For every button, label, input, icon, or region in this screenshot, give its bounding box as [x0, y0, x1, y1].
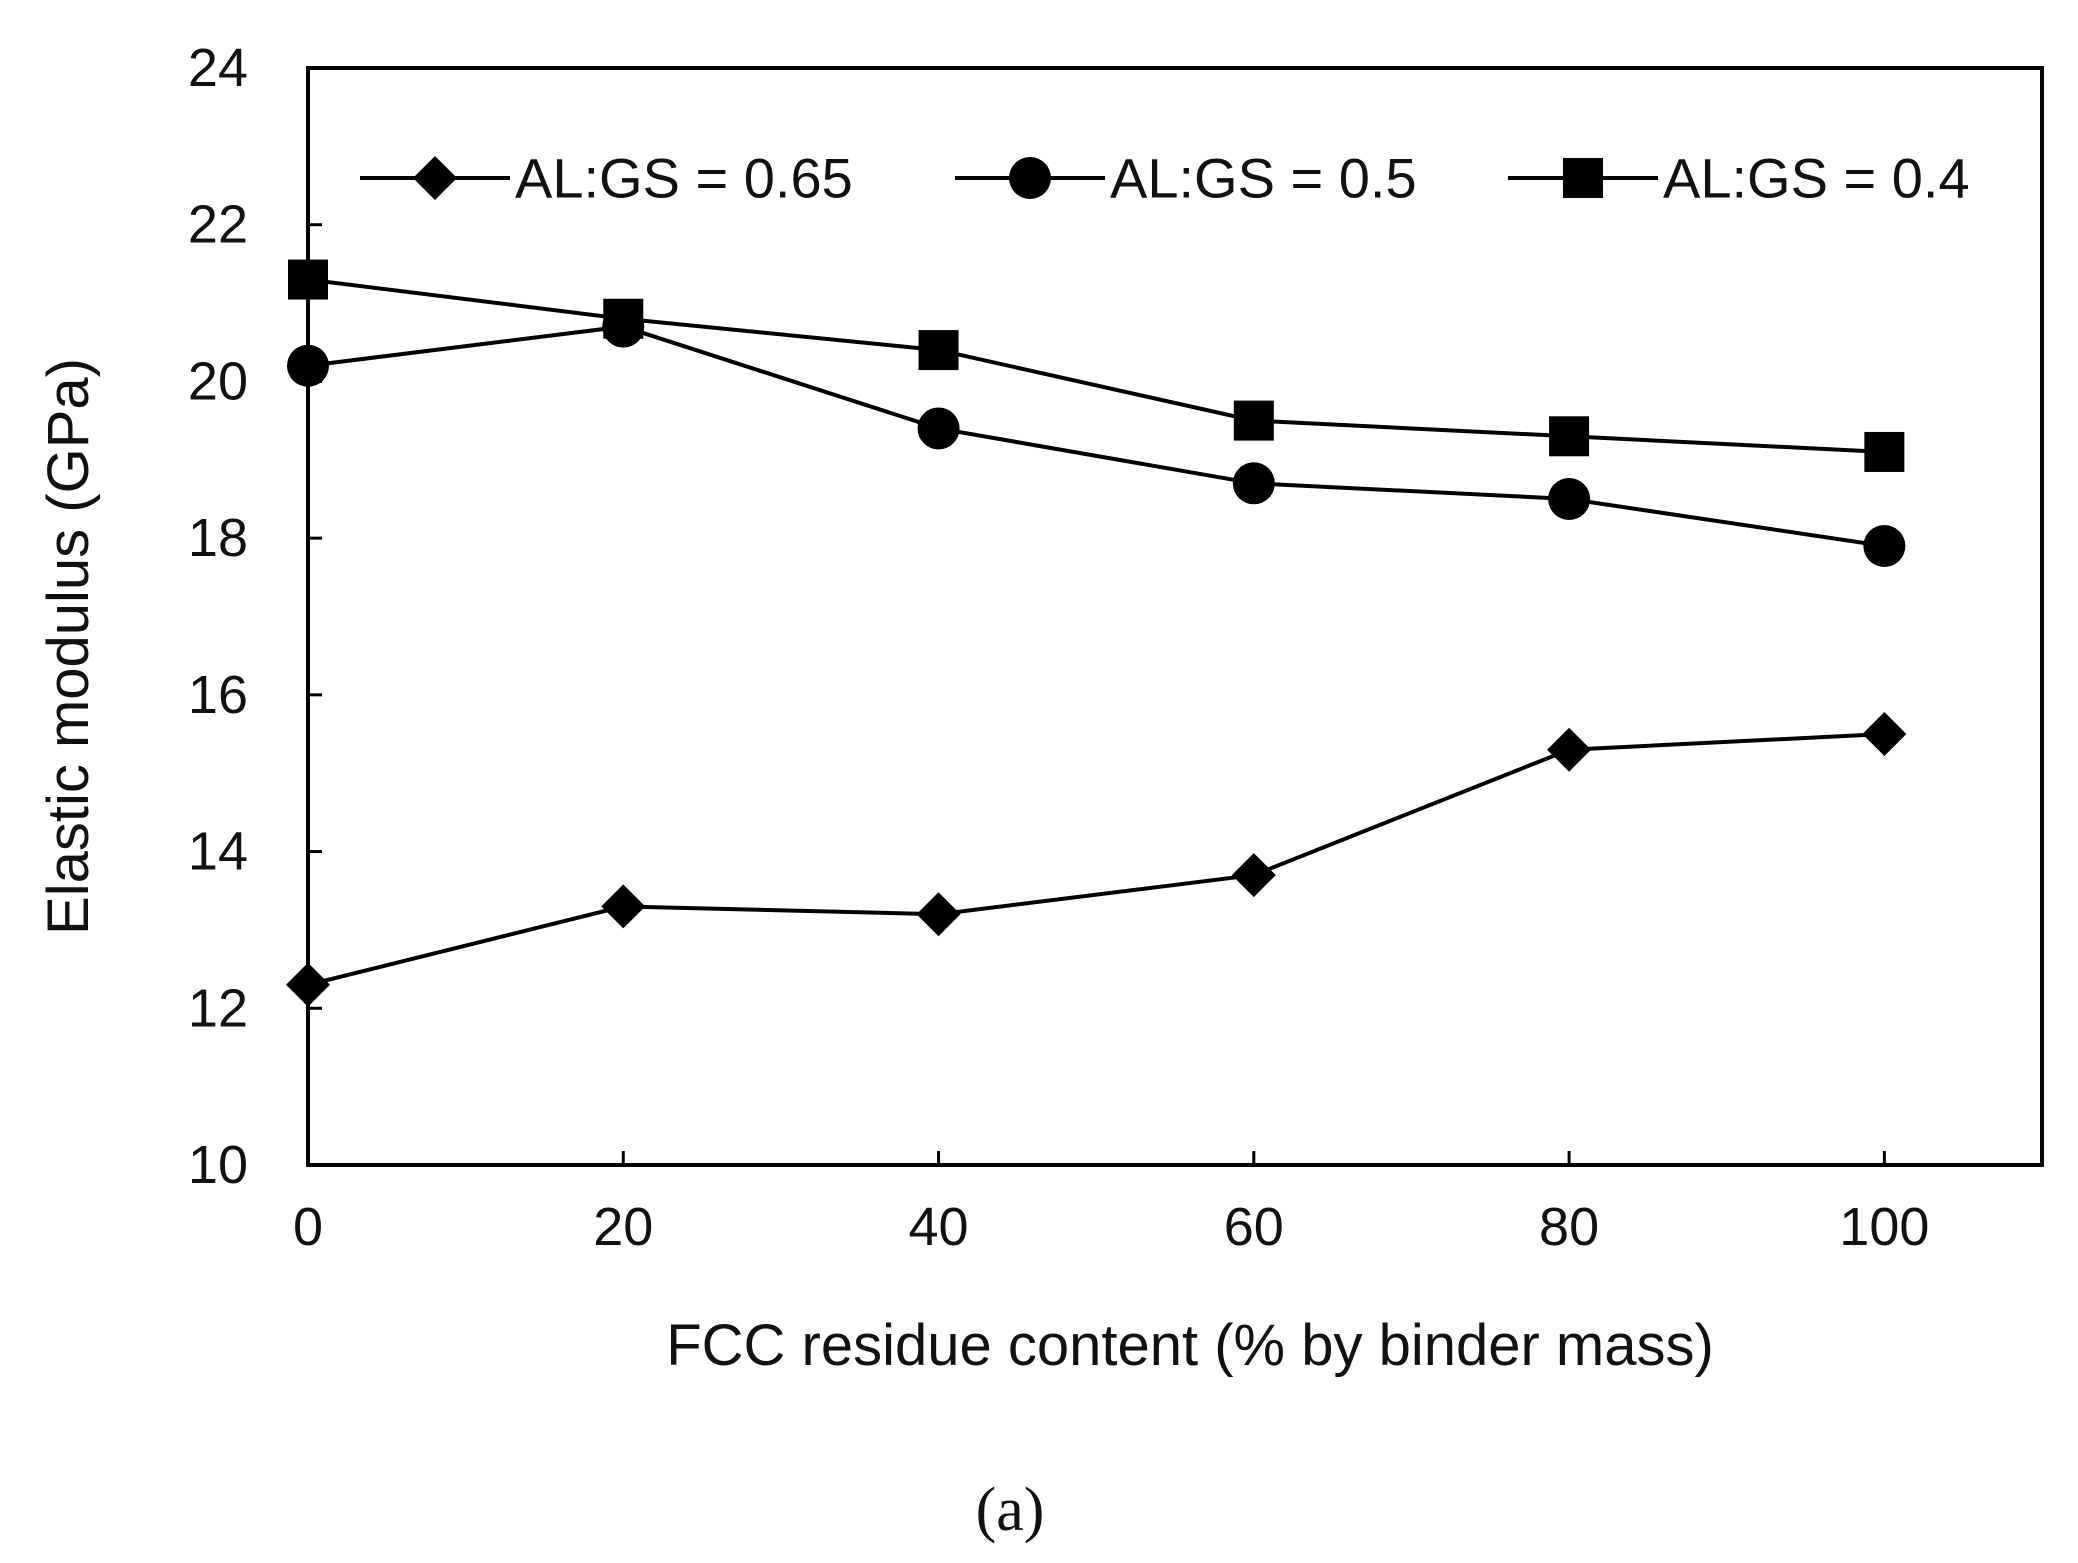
x-tick-label: 20 — [593, 1197, 653, 1257]
legend-item: AL:GS = 0.4 — [1508, 147, 1970, 210]
data-point-diamond — [601, 884, 646, 929]
y-tick-label: 10 — [188, 1135, 248, 1195]
y-tick-label: 24 — [188, 38, 248, 98]
legend-label: AL:GS = 0.5 — [1110, 147, 1417, 210]
legend: AL:GS = 0.65 AL:GS = 0.5 AL:GS = 0.4 — [360, 147, 1970, 210]
series-group — [286, 259, 1907, 1007]
data-point-diamond — [1862, 712, 1907, 757]
x-tick-label: 60 — [1224, 1197, 1284, 1257]
plot-frame — [306, 66, 2044, 1167]
data-point-circle — [287, 344, 329, 387]
data-point-square — [288, 259, 328, 300]
data-point-circle — [1232, 462, 1275, 505]
series-line — [307, 324, 1885, 548]
y-tick-label: 22 — [188, 195, 248, 255]
legend-label: AL:GS = 0.65 — [515, 147, 853, 210]
x-tick-label: 40 — [909, 1197, 969, 1257]
series-square — [288, 259, 1905, 472]
data-point-square — [1549, 416, 1590, 457]
data-point-square — [1864, 431, 1905, 472]
legend-item: AL:GS = 0.5 — [955, 147, 1417, 210]
data-point-diamond — [916, 892, 961, 937]
series-line — [307, 277, 1885, 454]
y-tick-label: 18 — [188, 508, 248, 568]
data-point-square — [1233, 400, 1274, 441]
legend-marker-square — [1563, 158, 1603, 198]
data-point-circle — [1863, 524, 1906, 567]
legend-marker-diamond — [413, 156, 457, 200]
y-tick-label: 16 — [188, 665, 248, 725]
data-point-diamond — [1231, 853, 1276, 898]
figure-caption: (a) — [976, 1476, 1045, 1544]
data-point-square — [918, 330, 959, 371]
legend-label: AL:GS = 0.4 — [1663, 147, 1970, 210]
y-tick-label: 20 — [188, 351, 248, 411]
legend-item: AL:GS = 0.65 — [360, 147, 853, 210]
series-diamond — [286, 712, 1907, 1007]
x-tick-label: 80 — [1539, 1197, 1599, 1257]
axes: 10 12 14 16 18 20 22 24 0 20 40 60 80 100 — [188, 38, 2044, 1257]
data-point-square — [603, 298, 644, 339]
data-point-diamond — [1547, 727, 1592, 772]
data-point-diamond — [286, 962, 330, 1007]
series-circle — [287, 305, 1906, 567]
y-tick-label: 12 — [188, 978, 248, 1038]
data-point-circle — [917, 407, 960, 450]
x-tick-label: 100 — [1839, 1197, 1929, 1257]
data-point-circle — [1548, 477, 1591, 520]
y-axis-title: Elastic modulus (GPa) — [36, 358, 101, 935]
x-tick-label: 0 — [293, 1197, 323, 1257]
legend-marker-circle — [1009, 157, 1051, 199]
x-axis-title: FCC residue content (% by binder mass) — [666, 1313, 1714, 1378]
y-tick-label: 14 — [188, 822, 248, 882]
series-line — [307, 732, 1885, 987]
